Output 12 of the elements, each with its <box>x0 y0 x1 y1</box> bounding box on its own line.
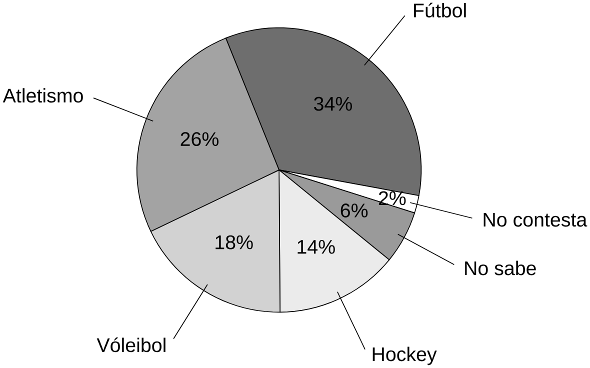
data-label: 14% <box>298 240 335 254</box>
slice-label: Atletismo <box>2 88 83 103</box>
slice-label: Hockey <box>372 346 437 366</box>
data-label: 2% <box>378 191 406 206</box>
data-label: 18% <box>216 235 253 250</box>
data-label: 6% <box>340 204 368 218</box>
slice-label: Fútbol <box>414 2 466 18</box>
slice-label: No sabe <box>465 260 536 276</box>
data-label: 34% <box>314 96 352 111</box>
slice-label: No contesta <box>484 213 588 227</box>
slice-label: Vóleibol <box>96 338 166 352</box>
data-label: 26% <box>180 132 218 146</box>
